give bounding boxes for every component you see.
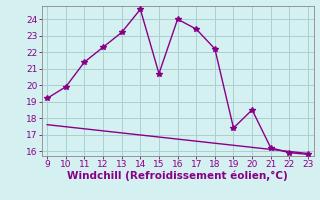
X-axis label: Windchill (Refroidissement éolien,°C): Windchill (Refroidissement éolien,°C)	[67, 171, 288, 181]
